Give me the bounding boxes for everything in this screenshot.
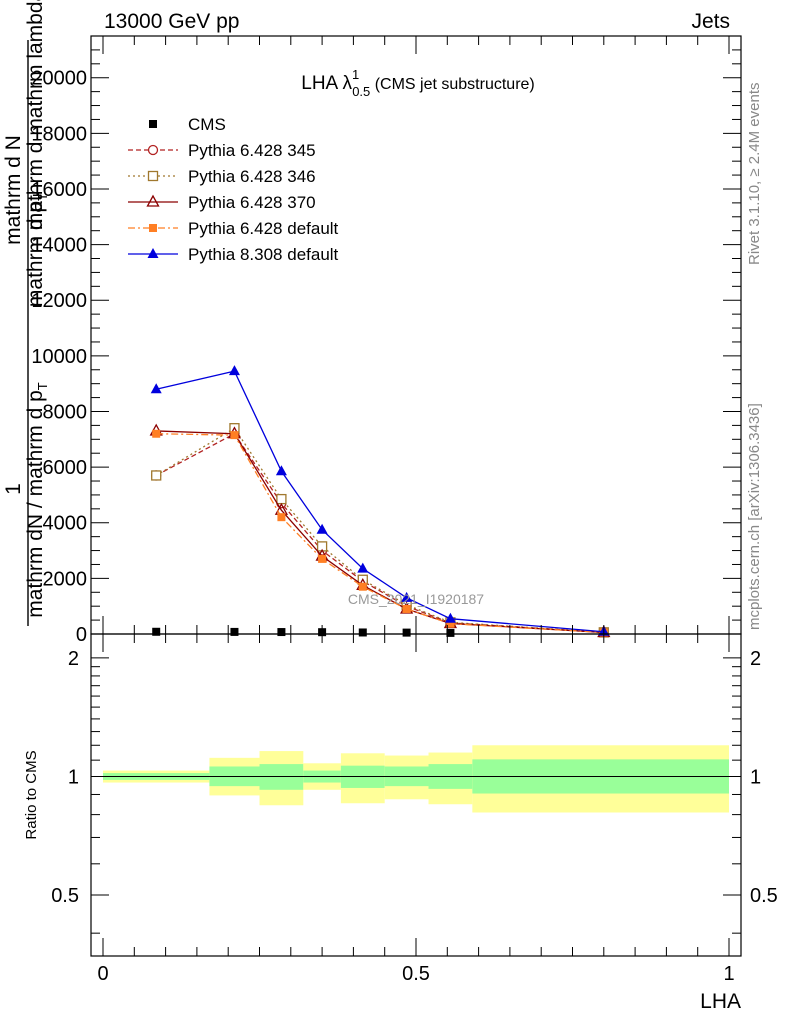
rivet-label: Rivet 3.1.10, ≥ 2.4M events — [746, 83, 763, 266]
main-ytick-label: 12000 — [31, 290, 87, 312]
series-line — [156, 370, 604, 633]
ratio-xtick-label: 0 — [97, 963, 108, 985]
main-ytick-label: 14000 — [31, 235, 87, 257]
ylabel-right2: mathrm d pT — [24, 193, 50, 307]
data-point — [358, 582, 367, 591]
ylabel-mid-text: mathrm dN / mathrm d p — [24, 390, 47, 618]
data-point — [152, 429, 161, 438]
ylabel-right2-sub: T — [35, 193, 50, 201]
legend-marker — [147, 248, 159, 258]
data-point — [277, 628, 286, 637]
x-axis-label: LHA — [700, 990, 741, 1013]
ratio-ytick-label: 2 — [68, 648, 79, 670]
ylabel-mid-sub: T — [35, 382, 50, 390]
data-point — [152, 627, 161, 636]
data-point — [444, 612, 456, 623]
legend-label: Pythia 6.428 370 — [188, 193, 316, 212]
mcplots-label: mcplots.cern.ch [arXiv:1306.3436] — [746, 403, 763, 630]
data-point — [230, 627, 239, 636]
ratio-ytick-label: 0.5 — [51, 885, 79, 907]
ylabel-right: mathrm d N — [2, 135, 25, 245]
data-point — [276, 493, 287, 505]
data-point — [446, 628, 455, 637]
data-point — [402, 604, 411, 613]
data-point — [358, 628, 367, 637]
title-main: LHA λ — [301, 73, 352, 94]
main-ytick-label: 2000 — [43, 568, 88, 590]
series-line — [156, 433, 604, 634]
main-ytick-label: 4000 — [43, 513, 88, 535]
legend-marker — [147, 144, 159, 156]
legend-label: CMS — [188, 115, 226, 134]
ratio-ytick-label-right: 2 — [750, 648, 761, 670]
series-line — [156, 430, 604, 634]
legend-label: Pythia 6.428 346 — [188, 167, 316, 186]
main-ytick-label: 6000 — [43, 457, 88, 479]
ratio-xtick-label: 0.5 — [402, 963, 430, 985]
data-point — [318, 554, 327, 563]
legend-item: Pythia 6.428 default — [128, 219, 339, 238]
main-y-ticks — [91, 49, 741, 635]
ratio-y-ticks: 0.5 0.5 1 1 2 2 — [51, 648, 778, 934]
main-ytick-label: 18000 — [31, 123, 87, 145]
main-series-layer — [149, 365, 611, 638]
ratio-bands-layer — [103, 745, 729, 813]
ratio-ytick-label: 1 — [68, 766, 79, 788]
main-title: LHA λ1 0.5 (CMS jet substructure) — [301, 67, 535, 99]
main-ytick-label: 0 — [76, 624, 87, 646]
series-line — [155, 427, 604, 633]
ylabel-top: 1 — [2, 483, 25, 495]
data-point — [275, 465, 287, 476]
process-label: Jets — [691, 10, 730, 33]
data-point — [316, 523, 328, 534]
main-y-tick-labels: 0 2000 4000 6000 8000 10000 12000 14000 16000 180… — [31, 68, 87, 646]
ratio-panel: 0.5 0.51 12 2 0 0.5 1 Ratio to CMS LHA — [23, 633, 778, 1013]
legend-marker — [147, 170, 159, 182]
legend-marker — [146, 194, 160, 207]
legend: CMS Pythia 6.428 345 Pythia 6.428 346 Pythi… — [128, 115, 339, 264]
data-point — [230, 431, 239, 440]
energy-label: 13000 GeV pp — [104, 10, 239, 33]
ylabel-right2-text: mathrm d p — [24, 201, 47, 307]
data-point — [151, 470, 162, 481]
ratio-ylabel: Ratio to CMS — [23, 750, 40, 839]
ratio-xtick-label: 1 — [723, 963, 734, 985]
main-x-ticks — [102, 36, 730, 634]
main-ylabel: 1 mathrm dN / mathrm d pT mathrm d N mat… — [2, 0, 50, 626]
data-point — [401, 591, 413, 602]
watermark: CMS_2021_I1920187 — [348, 591, 484, 607]
title-tail: (CMS jet substructure) — [370, 76, 534, 93]
title-sub: 0.5 — [352, 84, 370, 99]
data-point — [228, 365, 240, 376]
main-ytick-label: 20000 — [31, 68, 87, 90]
ylabel-right3: mathrm d mathrm lambda — [24, 0, 47, 230]
legend-item: CMS — [149, 115, 226, 134]
data-point — [277, 513, 286, 522]
ratio-ytick-label-right: 1 — [750, 766, 761, 788]
main-ytick-label: 8000 — [43, 401, 88, 423]
data-point — [357, 562, 369, 573]
legend-label: Pythia 8.308 default — [188, 245, 339, 264]
main-ytick-label: 10000 — [31, 346, 87, 368]
data-point — [446, 619, 455, 628]
legend-item: Pythia 6.428 346 — [128, 167, 316, 186]
main-panel: 0 2000 4000 6000 8000 10000 12000 14000 16000 180… — [2, 0, 742, 646]
series-pythia-8-308-default — [150, 365, 610, 636]
legend-label: Pythia 6.428 345 — [188, 141, 316, 160]
legend-marker — [149, 224, 157, 232]
title-sup: 1 — [352, 67, 359, 82]
data-point — [402, 628, 411, 637]
legend-marker — [149, 120, 157, 128]
data-point — [150, 383, 162, 394]
legend-item: Pythia 6.428 370 — [128, 193, 316, 212]
legend-label: Pythia 6.428 default — [188, 219, 339, 238]
ylabel-mid: mathrm dN / mathrm d pT — [24, 382, 50, 618]
legend-item: Pythia 8.308 default — [128, 245, 339, 264]
series-line — [155, 432, 604, 633]
legend-item: Pythia 6.428 345 — [128, 141, 316, 160]
ratio-x-ticks: 0 0.5 1 — [97, 634, 735, 985]
ratio-ytick-label-right: 0.5 — [750, 885, 778, 907]
main-ytick-label: 16000 — [31, 179, 87, 201]
